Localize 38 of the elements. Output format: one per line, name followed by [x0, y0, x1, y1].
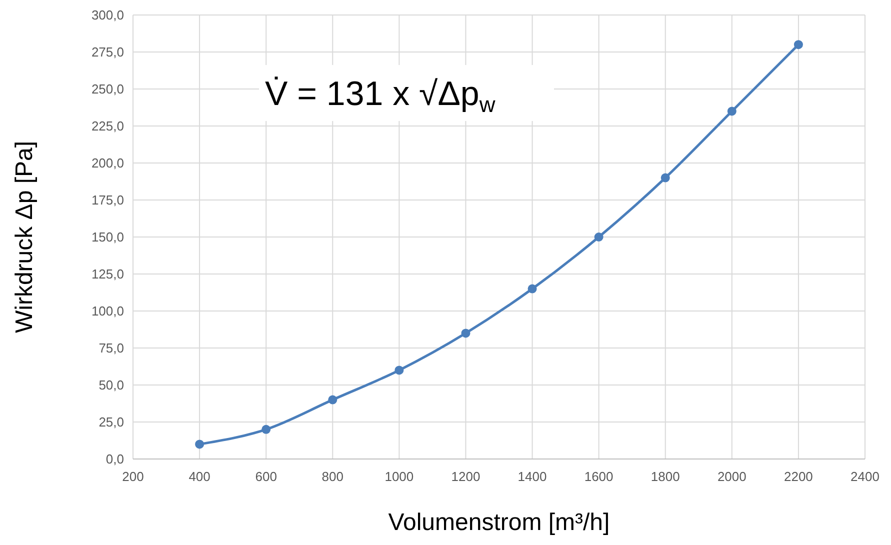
point: [328, 395, 338, 404]
x-tick-label: 1600: [584, 469, 614, 484]
x-tick-label: 2200: [784, 469, 813, 484]
point: [195, 440, 204, 449]
y-tick-label: 225,0: [91, 118, 124, 134]
y-tick-label: 275,0: [91, 44, 124, 60]
point: [594, 232, 604, 242]
y-tick-label: 75,0: [98, 340, 124, 356]
y-tick-label: 175,0: [91, 192, 124, 208]
y-tick-label: 300,0: [91, 8, 124, 23]
point: [660, 173, 670, 182]
x-tick-label: 1400: [518, 469, 547, 484]
y-tick-label: 200,0: [91, 156, 124, 171]
x-tick-label: 400: [188, 469, 210, 484]
point: [262, 424, 271, 434]
point: [727, 106, 736, 116]
x-tick-label: 1800: [650, 469, 680, 484]
x-axis-title: Volumenstrom [m³/h]: [388, 509, 610, 536]
point: [394, 366, 404, 375]
x-tick-label: 600: [255, 469, 277, 484]
x-tick-label: 1000: [384, 469, 414, 484]
y-tick-label: 125,0: [91, 266, 124, 282]
y-tick-label: 25,0: [98, 414, 124, 430]
annotation: V̇ = 131 x √Δp$_{w}$: [265, 75, 496, 117]
y-tick-label: 50,0: [98, 378, 124, 393]
x-tick-label: 200: [122, 469, 144, 484]
x-tick-label: 1200: [451, 469, 480, 484]
point: [461, 328, 470, 338]
y-tick-label: 100,0: [91, 304, 124, 319]
point: [528, 284, 537, 294]
y-tick-label: 250,0: [91, 82, 124, 97]
y-tick-label: 0,0: [106, 452, 124, 467]
x-tick-label: 2400: [850, 469, 880, 484]
x-tick-label: 2000: [717, 469, 746, 484]
x-tick-label: 800: [322, 469, 344, 484]
y-axis-title: Wirkdruck Δp [Pa]: [11, 140, 38, 334]
y-tick-label: 150,0: [91, 230, 124, 245]
point: [794, 40, 803, 50]
